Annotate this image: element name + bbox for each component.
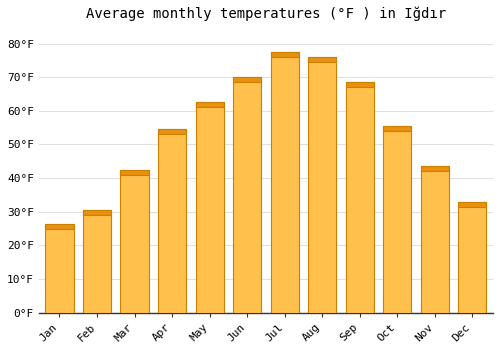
Bar bbox=[308, 57, 336, 313]
Bar bbox=[270, 52, 299, 313]
Bar bbox=[346, 82, 374, 87]
Bar bbox=[346, 82, 374, 313]
Bar bbox=[120, 170, 148, 175]
Bar bbox=[270, 52, 299, 57]
Bar bbox=[233, 77, 261, 313]
Title: Average monthly temperatures (°F ) in Iğdır: Average monthly temperatures (°F ) in Iğ… bbox=[86, 7, 446, 21]
Bar bbox=[458, 202, 486, 313]
Bar bbox=[46, 224, 74, 313]
Bar bbox=[83, 210, 111, 215]
Bar bbox=[383, 126, 412, 131]
Bar bbox=[383, 126, 412, 313]
Bar bbox=[46, 224, 74, 229]
Bar bbox=[120, 170, 148, 313]
Bar bbox=[83, 210, 111, 313]
Bar bbox=[233, 77, 261, 82]
Bar bbox=[196, 103, 224, 107]
Bar bbox=[421, 166, 449, 172]
Bar bbox=[196, 103, 224, 313]
Bar bbox=[458, 202, 486, 207]
Bar bbox=[308, 57, 336, 62]
Bar bbox=[158, 130, 186, 313]
Bar bbox=[158, 130, 186, 134]
Bar bbox=[421, 166, 449, 313]
